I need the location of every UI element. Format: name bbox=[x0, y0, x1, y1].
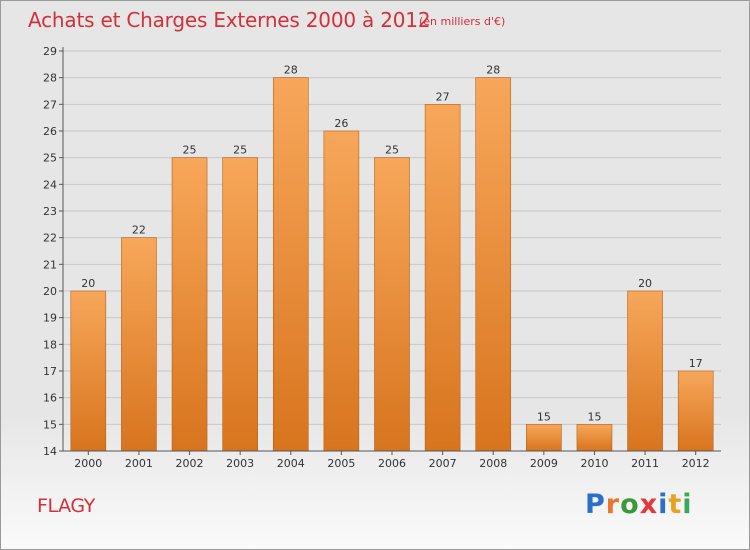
y-tick-label: 21 bbox=[43, 258, 57, 271]
bar bbox=[475, 77, 512, 452]
bar-value-label: 27 bbox=[436, 90, 450, 103]
chart-title: Achats et Charges Externes 2000 à 2012 bbox=[28, 8, 431, 32]
x-tick-label: 2012 bbox=[682, 457, 710, 470]
bar-value-label: 22 bbox=[132, 224, 146, 237]
commune-name: FLAGY bbox=[37, 495, 95, 517]
bar bbox=[171, 157, 208, 452]
bar bbox=[70, 290, 107, 452]
bar-value-label: 28 bbox=[486, 64, 500, 77]
bar-value-label: 25 bbox=[183, 144, 197, 157]
brand-letter: i bbox=[658, 489, 669, 520]
x-tick-label: 2006 bbox=[378, 457, 406, 470]
x-tick-label: 2002 bbox=[176, 457, 204, 470]
y-tick-label: 16 bbox=[43, 392, 57, 405]
bar-value-label: 25 bbox=[385, 144, 399, 157]
x-tick-label: 2009 bbox=[530, 457, 558, 470]
y-tick-label: 17 bbox=[43, 365, 57, 378]
bar-value-label: 15 bbox=[537, 410, 551, 423]
brand-letter: r bbox=[605, 489, 621, 520]
bar bbox=[272, 77, 309, 452]
bar-value-label: 15 bbox=[587, 410, 601, 423]
bar-value-label: 28 bbox=[284, 64, 298, 77]
y-tick-label: 24 bbox=[43, 178, 57, 191]
x-tick-label: 2001 bbox=[125, 457, 153, 470]
y-tick-label: 25 bbox=[43, 152, 57, 165]
bar bbox=[677, 370, 714, 452]
y-tick-label: 28 bbox=[43, 72, 57, 85]
bar-value-label: 17 bbox=[689, 357, 703, 370]
y-tick-label: 29 bbox=[43, 45, 57, 58]
y-tick-label: 20 bbox=[43, 285, 57, 298]
chart-unit: (en milliers d'€) bbox=[419, 15, 506, 28]
bar-value-label: 20 bbox=[81, 277, 95, 290]
brand-letter: t bbox=[668, 489, 683, 520]
x-tick-label: 2007 bbox=[429, 457, 457, 470]
brand-letter: o bbox=[620, 489, 640, 520]
y-tick-label: 15 bbox=[43, 418, 57, 431]
y-tick-label: 23 bbox=[43, 205, 57, 218]
proxiti-logo: Proxiti bbox=[585, 489, 693, 520]
x-tick-label: 2010 bbox=[580, 457, 608, 470]
y-tick-label: 26 bbox=[43, 125, 57, 138]
bar bbox=[222, 157, 258, 452]
bar-value-label: 26 bbox=[334, 117, 348, 130]
x-tick-label: 2004 bbox=[277, 457, 305, 470]
x-tick-label: 2005 bbox=[327, 457, 355, 470]
bar bbox=[576, 424, 613, 452]
x-tick-label: 2008 bbox=[479, 457, 507, 470]
brand-letter: i bbox=[682, 489, 693, 520]
bar bbox=[374, 157, 410, 452]
y-tick-label: 19 bbox=[43, 312, 57, 325]
y-tick-label: 22 bbox=[43, 232, 57, 245]
x-tick-label: 2011 bbox=[631, 457, 659, 470]
y-tick-label: 27 bbox=[43, 98, 57, 111]
bar bbox=[627, 290, 663, 452]
bar bbox=[424, 104, 461, 452]
bar bbox=[323, 130, 360, 452]
bar-value-label: 25 bbox=[233, 144, 247, 157]
y-tick-label: 14 bbox=[43, 445, 57, 458]
bar-value-label: 20 bbox=[638, 277, 652, 290]
x-tick-label: 2000 bbox=[74, 457, 102, 470]
bar bbox=[526, 424, 562, 452]
bar bbox=[121, 237, 157, 452]
brand-letter: x bbox=[639, 489, 659, 520]
brand-letter: P bbox=[585, 489, 606, 520]
x-tick-label: 2003 bbox=[226, 457, 254, 470]
y-tick-label: 18 bbox=[43, 338, 57, 351]
